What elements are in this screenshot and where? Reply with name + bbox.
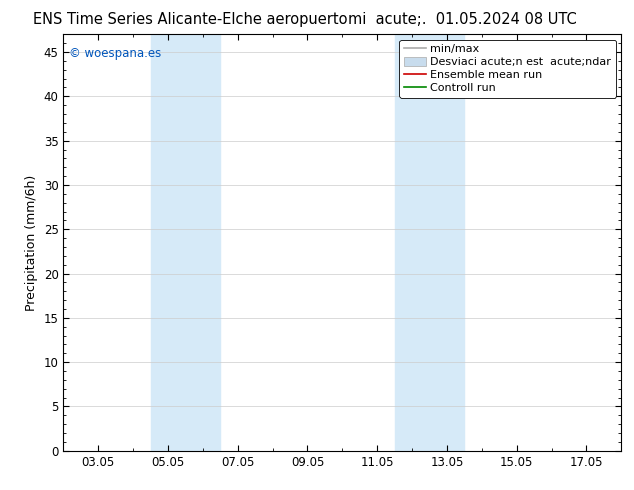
Legend: min/max, Desviaci acute;n est  acute;ndar, Ensemble mean run, Controll run: min/max, Desviaci acute;n est acute;ndar… [399,40,616,98]
Bar [394,34,464,451]
Text: mi  acute;.  01.05.2024 08 UTC: mi acute;. 01.05.2024 08 UTC [349,12,577,27]
Bar [150,34,221,451]
Text: ENS Time Series Alicante-Elche aeropuerto: ENS Time Series Alicante-Elche aeropuert… [33,12,347,27]
Text: © woespana.es: © woespana.es [69,47,161,60]
Y-axis label: Precipitation (mm/6h): Precipitation (mm/6h) [25,174,38,311]
